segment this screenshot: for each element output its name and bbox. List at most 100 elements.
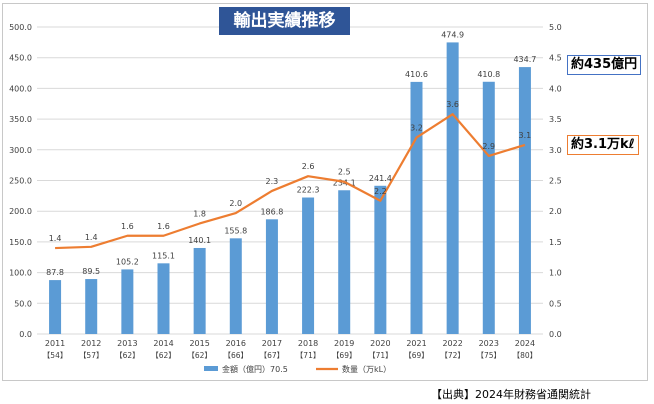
category-label: 2017 xyxy=(262,339,282,348)
line-series xyxy=(55,113,526,250)
line-value-label: 1.4 xyxy=(85,233,98,242)
bar-value-label: 155.8 xyxy=(224,226,247,235)
line-value-label: 3.6 xyxy=(446,100,459,109)
line-value-label: 1.6 xyxy=(157,222,170,231)
bar-value-label: 241.4 xyxy=(369,174,392,183)
bar-value-label: 87.8 xyxy=(46,268,64,277)
legend-bar-label: 金額（億円）70.5 xyxy=(222,364,288,374)
category-sublabel: 【71】 xyxy=(296,351,321,360)
bar xyxy=(338,190,351,334)
bar xyxy=(518,67,531,334)
category-sublabel: 【71】 xyxy=(368,351,393,360)
category-label: 2020 xyxy=(370,339,390,348)
bar xyxy=(265,219,278,334)
left-axis-tick-label: 500.0 xyxy=(9,23,32,32)
legend-bar-swatch xyxy=(204,366,218,371)
amount-callout: 約435億円 xyxy=(567,55,642,75)
category-label: 2019 xyxy=(334,339,354,348)
line-value-label: 2.3 xyxy=(266,177,279,186)
right-axis-tick-label: 4.0 xyxy=(549,84,562,93)
bar-value-label: 434.7 xyxy=(513,55,536,64)
category-sublabel: 【62】 xyxy=(187,351,212,360)
right-axis-tick-label: 1.5 xyxy=(549,238,562,247)
category-sublabel: 【57】 xyxy=(79,351,104,360)
bar xyxy=(410,81,423,334)
left-axis-tick-label: 250.0 xyxy=(9,177,32,186)
bar xyxy=(374,185,387,334)
bar-value-label: 222.3 xyxy=(297,186,320,195)
bar xyxy=(85,279,98,334)
left-axis-tick-label: 100.0 xyxy=(9,269,32,278)
volume-callout: 約3.1万kℓ xyxy=(567,135,639,155)
line-value-label: 2.0 xyxy=(229,199,242,208)
chart-frame xyxy=(2,3,648,381)
right-axis-tick-label: 1.0 xyxy=(549,269,562,278)
bar-value-label: 410.6 xyxy=(405,70,428,79)
category-label: 2023 xyxy=(479,339,499,348)
right-axis-tick-label: 5.0 xyxy=(549,23,562,32)
bar xyxy=(229,238,242,334)
category-sublabel: 【69】 xyxy=(404,351,429,360)
line-value-label: 2.5 xyxy=(338,168,351,177)
bar xyxy=(121,269,134,334)
bar-value-label: 89.5 xyxy=(82,267,100,276)
bar xyxy=(49,280,62,334)
bar-value-label: 140.1 xyxy=(188,236,211,245)
category-sublabel: 【80】 xyxy=(513,351,538,360)
right-axis-tick-label: 2.0 xyxy=(549,207,562,216)
left-axis-tick-label: 350.0 xyxy=(9,115,32,124)
bar-value-label: 186.8 xyxy=(260,207,283,216)
bar xyxy=(193,247,206,334)
category-label: 2012 xyxy=(81,339,101,348)
category-sublabel: 【66】 xyxy=(224,351,249,360)
category-label: 2018 xyxy=(298,339,318,348)
bar-value-label: 115.1 xyxy=(152,251,175,260)
left-axis-tick-label: 0.0 xyxy=(19,330,32,339)
line-value-label: 3.2 xyxy=(410,124,423,133)
bar-value-label: 105.2 xyxy=(116,257,139,266)
right-axis-tick-label: 3.5 xyxy=(549,115,562,124)
line-value-label: 1.4 xyxy=(49,234,62,243)
bar xyxy=(157,263,170,334)
line-value-label: 1.8 xyxy=(193,209,206,218)
line-value-label: 1.6 xyxy=(121,222,134,231)
left-axis-tick-label: 50.0 xyxy=(14,299,32,308)
category-label: 2014 xyxy=(153,339,173,348)
right-axis-tick-label: 4.5 xyxy=(549,54,562,63)
right-axis-tick-label: 3.0 xyxy=(549,146,562,155)
left-axis-tick-label: 450.0 xyxy=(9,54,32,63)
category-sublabel: 【69】 xyxy=(332,351,357,360)
category-label: 2021 xyxy=(406,339,426,348)
legend-line-label: 数量（万kL） xyxy=(342,364,391,374)
category-label: 2016 xyxy=(226,339,246,348)
category-label: 2015 xyxy=(189,339,209,348)
line-value-label: 2.9 xyxy=(482,142,495,151)
bar xyxy=(302,197,315,334)
bar-value-label: 474.9 xyxy=(441,30,464,39)
category-sublabel: 【62】 xyxy=(115,351,140,360)
category-sublabel: 【54】 xyxy=(43,351,68,360)
category-sublabel: 【75】 xyxy=(477,351,502,360)
category-label: 2022 xyxy=(442,339,462,348)
left-axis-tick-label: 300.0 xyxy=(9,146,32,155)
category-label: 2013 xyxy=(117,339,137,348)
source-note: 【出典】2024年財務省通関統計 xyxy=(431,388,591,401)
right-axis-tick-label: 0.0 xyxy=(549,330,562,339)
category-sublabel: 【67】 xyxy=(260,351,285,360)
category-sublabel: 【62】 xyxy=(151,351,176,360)
category-label: 2024 xyxy=(515,339,535,348)
category-label: 2011 xyxy=(45,339,65,348)
left-axis-tick-label: 200.0 xyxy=(9,207,32,216)
right-axis-tick-label: 2.5 xyxy=(549,177,562,186)
left-axis-tick-label: 400.0 xyxy=(9,84,32,93)
right-axis-tick-label: 0.5 xyxy=(549,299,562,308)
left-axis-tick-label: 150.0 xyxy=(9,238,32,247)
bar-value-label: 410.8 xyxy=(477,70,500,79)
bar xyxy=(446,42,459,334)
bar xyxy=(482,81,495,334)
chart-title: 輸出実績推移 xyxy=(219,7,350,35)
line-value-label: 2.6 xyxy=(302,162,315,171)
line-value-label: 3.1 xyxy=(519,131,532,140)
line-value-label: 2.2 xyxy=(374,187,387,196)
